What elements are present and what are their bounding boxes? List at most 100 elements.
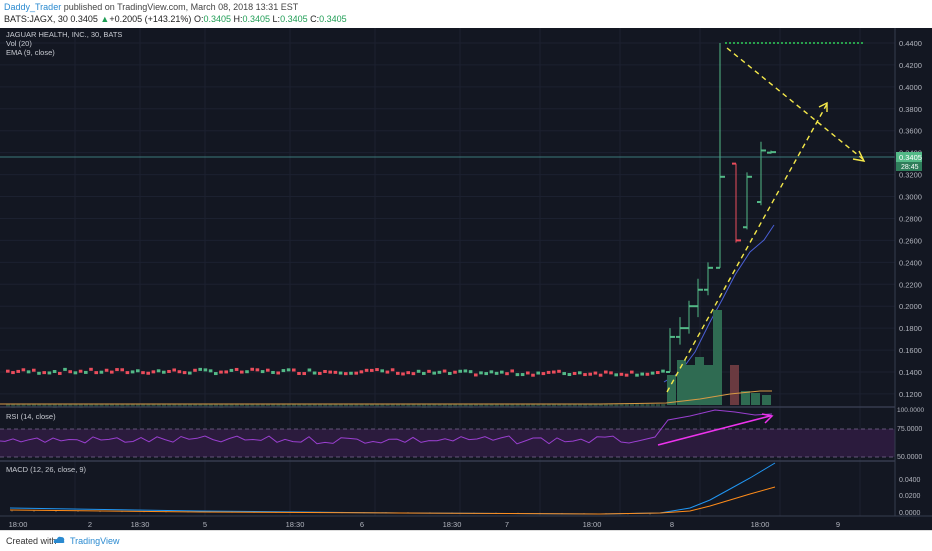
low-value: 0.3405 [280,14,308,24]
candle [484,372,488,376]
price-tick: 0.3600 [899,127,922,136]
macd-dot [33,510,35,512]
price-tick: 0.2400 [899,258,922,267]
volume-bar [432,404,437,407]
volume-bar [208,404,213,408]
volume-bar [546,404,551,407]
high-label: H: [233,14,243,24]
candle [32,368,36,372]
price-tick: 0.1600 [899,346,922,355]
candle [349,371,353,375]
time-tick: 18:30 [443,520,462,529]
vol-legend[interactable]: Vol (20) [6,39,32,48]
close-value: 0.3405 [319,14,347,24]
candle [406,371,410,375]
volume-bar [562,404,567,407]
volume-bar [484,404,489,408]
volume-bar [151,404,156,407]
time-tick: 9 [836,520,840,529]
volume-bar [479,404,484,407]
time-tick: 7 [505,520,509,529]
volume-bar [645,404,650,408]
rsi-divergence-arrow[interactable] [657,415,771,446]
volume-bar [598,404,603,407]
volume-bar [557,404,562,407]
volume-bar [312,404,317,407]
volume-bar [500,404,504,407]
candle [390,368,395,372]
candle [130,370,135,374]
volume-bar [704,365,713,405]
volume-bar [188,404,192,407]
candle [458,369,462,373]
candle [255,368,260,372]
candle [541,372,546,376]
up-arrow-head [818,101,828,112]
volume-bar [526,404,530,408]
up-arrow-line[interactable] [666,103,828,393]
publish-line: Daddy_Trader published on TradingView.co… [4,2,298,12]
volume-bar [141,404,146,408]
time-axis[interactable]: 18:00 2 18:30 5 18:30 6 18:30 7 18:00 8 18:00 9 [9,520,840,529]
time-tick: 18:30 [131,520,150,529]
rsi-line [0,409,773,445]
volume-bar [364,404,369,407]
candle [182,371,187,375]
volume-bar [427,404,432,408]
volume-bar [588,404,593,407]
author-link[interactable]: Daddy_Trader [4,2,62,12]
candle [494,371,499,375]
price-tick: 0.2000 [899,302,922,311]
ema-legend[interactable]: EMA (9, close) [6,48,55,57]
candle [177,370,182,374]
candle [229,368,234,372]
volume-bar [167,404,172,408]
trading-chart[interactable]: 0.44000.42000.40000.38000.36000.34000.32… [0,28,932,530]
candle [453,370,457,374]
candle [479,371,483,375]
volume-bar [448,404,452,408]
volume-bar [385,404,390,407]
low-label: L: [272,14,281,24]
volume-bar [94,404,99,408]
candle [380,369,384,373]
candle [578,371,582,375]
volume-bar [125,404,130,408]
annotations[interactable] [666,42,866,393]
macd-legend[interactable]: MACD (12, 26, close, 9) [6,465,87,474]
volume-bar [650,404,655,407]
volume-bar [515,404,520,408]
candle [276,371,280,375]
volume-bar [292,404,296,408]
volume-bar [146,404,151,408]
candle [89,367,93,371]
volume-bar [677,360,686,405]
volume-bar [177,404,182,408]
volume-bar [229,404,234,408]
volume-bar [640,404,645,407]
candle [245,370,249,374]
volume-bar [193,404,198,407]
rsi-legend[interactable]: RSI (14, close) [6,412,56,421]
rsi-top-label: 100.0000 [897,407,924,414]
volume-bar [328,404,333,407]
candle [99,370,104,374]
down-arrow-line[interactable] [726,47,865,161]
change-value: +0.2005 (+143.21%) [109,14,192,24]
candle [302,372,306,376]
candle [125,371,130,375]
candle [307,368,312,372]
candle [162,370,166,374]
candle [42,371,46,375]
tradingview-brand[interactable]: TradingView [70,536,120,546]
volume-bar [302,404,307,407]
price-tick: 0.2600 [899,236,922,245]
candle [656,371,660,375]
candle [58,371,62,375]
footer: Created with TradingView [0,530,932,551]
candle [619,372,624,376]
volume-bar [695,357,704,405]
volume-bar [437,404,442,407]
volume-bar [494,404,499,408]
volume-bar [245,404,250,408]
